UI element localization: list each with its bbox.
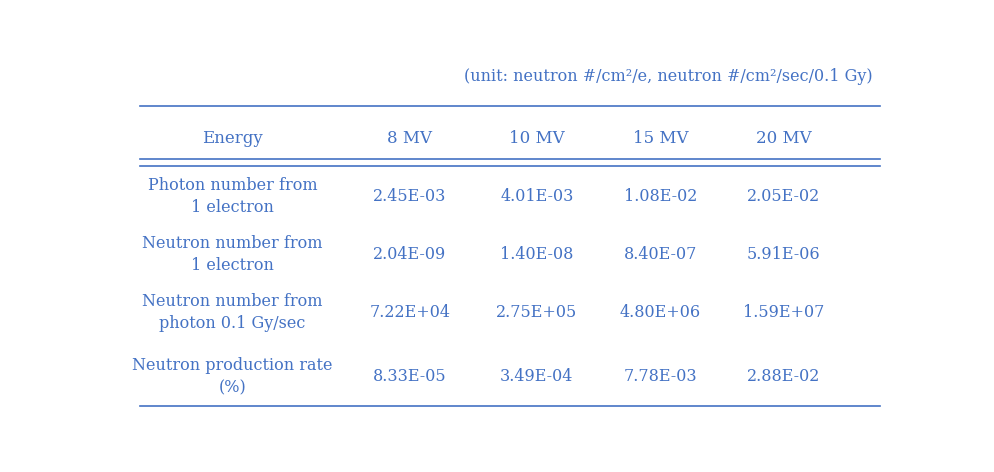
Text: 8.33E-05: 8.33E-05 <box>373 368 446 385</box>
Text: 2.75E+05: 2.75E+05 <box>496 304 577 321</box>
Text: 20 MV: 20 MV <box>755 130 811 147</box>
Text: 2.04E-09: 2.04E-09 <box>373 246 446 263</box>
Text: 8.40E-07: 8.40E-07 <box>623 246 696 263</box>
Text: 1.08E-02: 1.08E-02 <box>623 188 696 205</box>
Text: 7.78E-03: 7.78E-03 <box>623 368 697 385</box>
Text: Neutron production rate
(%): Neutron production rate (%) <box>132 357 332 396</box>
Text: 5.91E-06: 5.91E-06 <box>746 246 820 263</box>
Text: 4.80E+06: 4.80E+06 <box>619 304 700 321</box>
Text: (unit: neutron #/cm²/e, neutron #/cm²/sec/0.1 Gy): (unit: neutron #/cm²/e, neutron #/cm²/se… <box>463 67 872 84</box>
Text: Energy: Energy <box>202 130 262 147</box>
Text: 2.88E-02: 2.88E-02 <box>746 368 819 385</box>
Text: 15 MV: 15 MV <box>632 130 688 147</box>
Text: Neutron number from
1 electron: Neutron number from 1 electron <box>142 235 322 274</box>
Text: 10 MV: 10 MV <box>509 130 565 147</box>
Text: 1.40E-08: 1.40E-08 <box>500 246 573 263</box>
Text: Photon number from
1 electron: Photon number from 1 electron <box>147 177 317 216</box>
Text: 8 MV: 8 MV <box>387 130 431 147</box>
Text: 1.59E+07: 1.59E+07 <box>743 304 824 321</box>
Text: 4.01E-03: 4.01E-03 <box>500 188 573 205</box>
Text: Neutron number from
photon 0.1 Gy/sec: Neutron number from photon 0.1 Gy/sec <box>142 293 322 332</box>
Text: 2.05E-02: 2.05E-02 <box>746 188 819 205</box>
Text: 2.45E-03: 2.45E-03 <box>373 188 446 205</box>
Text: 7.22E+04: 7.22E+04 <box>369 304 449 321</box>
Text: 3.49E-04: 3.49E-04 <box>500 368 573 385</box>
